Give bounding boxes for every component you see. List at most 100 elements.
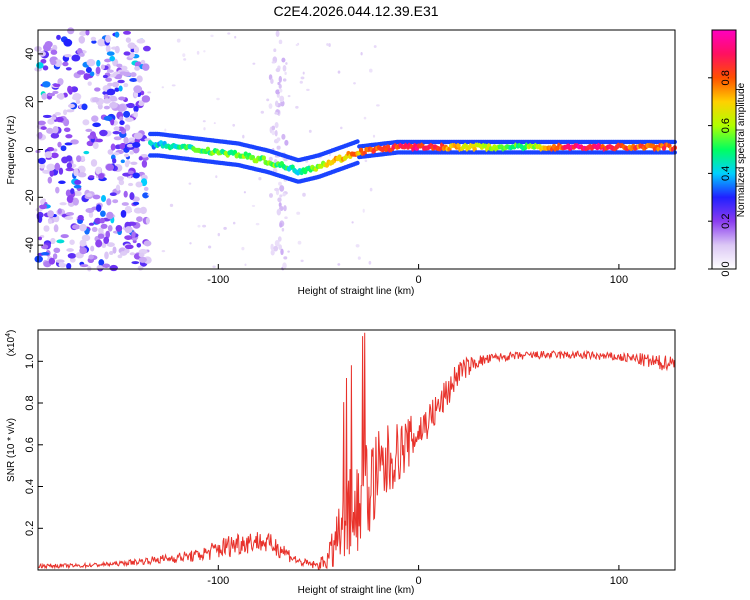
y-tick-label: 0 (24, 146, 36, 152)
heatmap-cell (90, 36, 97, 41)
heatmap-cell (133, 111, 139, 118)
heatmap-cell (169, 203, 174, 208)
spectrogram-x-ticks: -100 0 100 (207, 264, 628, 286)
heatmap-cell (142, 192, 150, 199)
heatmap-cell (63, 38, 73, 47)
heatmap-cell (104, 251, 109, 260)
y-tick-label: 0.2 (24, 521, 36, 536)
heatmap-cell (107, 224, 113, 232)
heatmap-cell (100, 194, 107, 203)
heatmap-cell (37, 120, 46, 126)
heatmap-cell (82, 119, 90, 126)
heatmap-cell (65, 155, 73, 162)
heatmap-cell (106, 69, 114, 73)
heatmap-cell (227, 32, 231, 35)
heatmap-cell (270, 78, 274, 84)
heatmap-cell (274, 100, 279, 107)
heatmap-cell (278, 75, 283, 83)
heatmap-cell (268, 103, 273, 109)
heatmap-cell (124, 117, 134, 123)
heatmap-cell (131, 261, 140, 265)
colorbar-gradient (711, 29, 737, 270)
heatmap-cell (109, 55, 115, 62)
heatmap-cell (176, 38, 181, 43)
heatmap-cell (284, 139, 289, 146)
heatmap-cell (64, 216, 74, 220)
heatmap-cell (77, 172, 87, 178)
heatmap-cell (98, 173, 105, 180)
heatmap-cell (274, 130, 278, 137)
spectrogram-y-label: Frequency (Hz) (6, 116, 17, 185)
heatmap-cell (188, 182, 192, 185)
heatmap-cell (118, 85, 123, 92)
heatmap-cell (106, 51, 115, 56)
heatmap-cell (126, 102, 135, 109)
heatmap-cell (105, 44, 111, 53)
heatmap-cell (68, 88, 73, 95)
heatmap-cell (271, 61, 276, 64)
heatmap-cell (52, 125, 59, 134)
heatmap-cell (118, 179, 125, 186)
heatmap-cell (300, 259, 304, 263)
heatmap-cell (123, 83, 129, 88)
heatmap-cell (80, 155, 86, 161)
heatmap-cell (207, 245, 212, 249)
heatmap-cell (73, 184, 82, 189)
heatmap-cell (106, 211, 114, 220)
heatmap-cell (87, 81, 92, 86)
heatmap-cell (79, 239, 87, 247)
heatmap-cell (37, 157, 46, 165)
heatmap-cell (171, 84, 176, 87)
heatmap-cell (202, 224, 207, 228)
heatmap-cell (296, 211, 301, 215)
heatmap-cell (42, 65, 49, 71)
heatmap-cell (85, 128, 93, 133)
heatmap-cell (77, 214, 84, 221)
heatmap-cell (67, 27, 75, 35)
heatmap-cell (202, 120, 206, 123)
heatmap-cell (44, 41, 53, 48)
heatmap-cell (87, 135, 93, 139)
snr-panel: -100 0 100 0.2 0.4 0.6 0.8 1.0 Height of strai… (5, 329, 676, 596)
heatmap-cell (95, 166, 102, 175)
heatmap-cell (95, 239, 103, 248)
heatmap-cell (67, 252, 77, 259)
heatmap-cell (62, 61, 69, 67)
heatmap-cell (65, 189, 72, 197)
heatmap-cell (91, 115, 99, 123)
colorbar-tick-label: 0.4 (720, 166, 732, 181)
heatmap-cell (223, 226, 227, 230)
heatmap-cell (65, 211, 75, 216)
heatmap-cell (164, 128, 167, 132)
heatmap-cell (100, 223, 108, 229)
heatmap-cell (109, 251, 114, 255)
heatmap-cell (66, 262, 72, 270)
heatmap-cell (103, 115, 113, 121)
heatmap-cell (56, 34, 61, 40)
heatmap-cell (50, 237, 56, 245)
heatmap-cell (326, 43, 329, 46)
heatmap-cell (276, 137, 281, 142)
heatmap-cell (41, 92, 48, 100)
heatmap-cell (284, 216, 288, 220)
heatmap-cell (88, 254, 94, 260)
heatmap-cell (351, 221, 354, 224)
heatmap-cell (124, 205, 132, 214)
heatmap-cell (138, 156, 143, 161)
heatmap-cell (278, 181, 282, 186)
heatmap-cell (134, 66, 141, 71)
heatmap-cell (252, 62, 256, 65)
heatmap-cell (109, 101, 118, 109)
heatmap-cell (217, 232, 221, 237)
heatmap-cell (55, 186, 60, 194)
heatmap-cell (100, 64, 105, 70)
snr-frame (37, 329, 676, 571)
heatmap-cell (124, 244, 134, 250)
heatmap-cell (278, 39, 283, 45)
heatmap-cell (88, 175, 95, 179)
heatmap-cell (135, 181, 143, 188)
heatmap-cell (131, 231, 136, 239)
heatmap-cell (133, 132, 143, 140)
heatmap-cell (123, 30, 131, 35)
heatmap-cell (112, 131, 121, 135)
